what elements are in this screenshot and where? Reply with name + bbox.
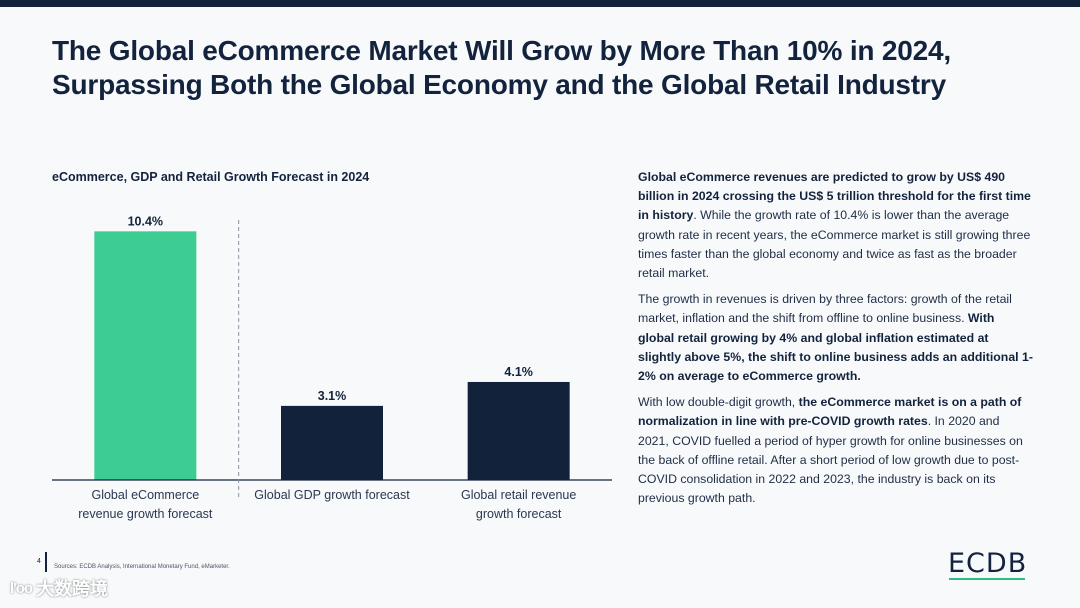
watermark-text: 大数跨境 bbox=[36, 579, 109, 599]
paragraph-2-highlight: With global retail growing by 4% and glo… bbox=[638, 311, 1033, 384]
paragraph-3: With low double-digit growth, the eComme… bbox=[638, 393, 1033, 508]
category-label-0-line-1: revenue growth forecast bbox=[78, 507, 213, 521]
bar-value-label-0: 10.4% bbox=[128, 214, 163, 228]
sources-note: Sources: ECDB Analysis, International Mo… bbox=[54, 564, 230, 570]
category-label-2-line-1: growth forecast bbox=[476, 507, 562, 521]
bar-value-label-1: 3.1% bbox=[318, 389, 347, 403]
paragraph-1: Global eCommerce revenues are predicted … bbox=[638, 168, 1033, 283]
category-label-1-line-0: Global GDP growth forecast bbox=[254, 488, 410, 502]
paragraph-1-highlight: Global eCommerce revenues are predicted … bbox=[638, 170, 1031, 223]
watermark-icon: l'oo bbox=[10, 579, 33, 597]
chart-title: eCommerce, GDP and Retail Growth Forecas… bbox=[52, 170, 370, 184]
paragraph-2: The growth in revenues is driven by thre… bbox=[638, 290, 1033, 386]
paragraph-3-intro: With low double-digit growth, bbox=[638, 395, 799, 410]
page-title-line-2: Surpassing Both the Global Economy and t… bbox=[52, 69, 946, 100]
ecdb-logo-underline bbox=[949, 578, 1025, 580]
paragraph-3-body: . In 2020 and 2021, COVID fuelled a peri… bbox=[638, 414, 1023, 506]
bar-2 bbox=[467, 381, 570, 480]
bar-0 bbox=[94, 231, 197, 480]
paragraph-3-highlight: the eCommerce market is on a path of nor… bbox=[638, 395, 1022, 429]
watermark: l'oo 大数跨境 bbox=[10, 575, 108, 601]
ecdb-logo: ECDB bbox=[948, 548, 1028, 579]
paragraph-2-body: The growth in revenues is driven by thre… bbox=[638, 292, 1012, 326]
page-title-line-1: The Global eCommerce Market Will Grow by… bbox=[52, 35, 951, 66]
category-label-0-line-0: Global eCommerce bbox=[91, 488, 199, 502]
page-number: 4 bbox=[37, 558, 41, 565]
bar-value-label-2: 4.1% bbox=[504, 365, 532, 379]
page-title: The Global eCommerce Market Will Grow by… bbox=[52, 34, 1052, 102]
top-bar bbox=[0, 0, 1080, 7]
category-label-2-line-0: Global retail revenue bbox=[461, 488, 576, 502]
description-text: Global eCommerce revenues are predicted … bbox=[638, 168, 1033, 515]
page-divider bbox=[45, 552, 47, 572]
paragraph-1-body: . While the growth rate of 10.4% is lowe… bbox=[638, 208, 1031, 281]
growth-forecast-bar-chart: 10.4% Global eCommerce revenue growth fore… bbox=[52, 214, 612, 521]
bar-1 bbox=[281, 405, 383, 480]
